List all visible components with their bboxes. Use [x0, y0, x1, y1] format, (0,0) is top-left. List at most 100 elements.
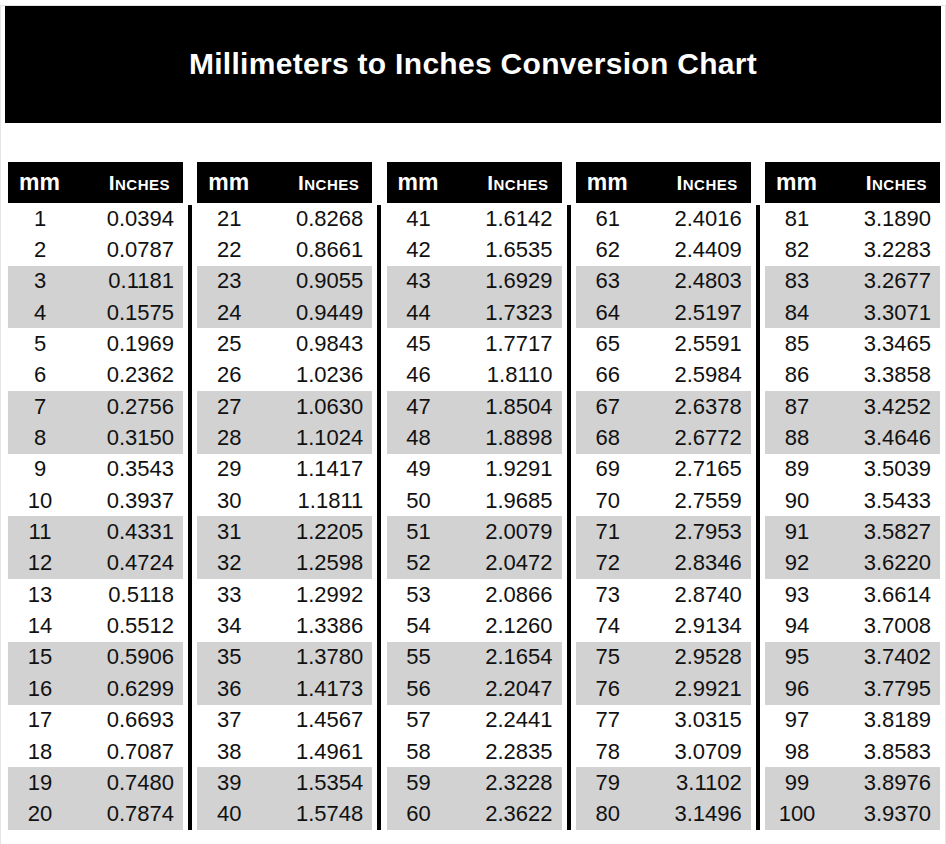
inches-value: 1.4567: [261, 707, 372, 733]
table-row: 56 2.2047: [387, 673, 562, 704]
table-row: 73 2.8740: [576, 579, 751, 610]
table-row: 47 1.8504: [387, 391, 562, 422]
table-row: 49 1.9291: [387, 454, 562, 485]
mm-value: 44: [387, 300, 451, 326]
mm-value: 50: [387, 488, 451, 514]
table-row: 87 3.4252: [765, 391, 940, 422]
mm-value: 97: [765, 707, 829, 733]
inches-column-header: Inches: [487, 171, 561, 195]
table-row: 50 1.9685: [387, 485, 562, 516]
inches-value: 0.9449: [261, 300, 372, 326]
table-row: 26 1.0236: [197, 360, 372, 391]
mm-value: 58: [387, 739, 451, 765]
mm-value: 77: [576, 707, 640, 733]
table-row: 60 2.3622: [387, 799, 562, 830]
mm-value: 12: [8, 550, 72, 576]
inches-column-header: Inches: [676, 171, 750, 195]
table-row: 12 0.4724: [8, 548, 183, 579]
inches-value: 2.5984: [640, 362, 751, 388]
inches-value: 0.8661: [261, 237, 372, 263]
mm-value: 52: [387, 550, 451, 576]
inches-value: 1.5354: [261, 770, 372, 796]
table-row: 97 3.8189: [765, 705, 940, 736]
inches-value: 2.0472: [451, 550, 562, 576]
inches-value: 1.4173: [261, 676, 372, 702]
mm-value: 84: [765, 300, 829, 326]
mm-value: 29: [197, 456, 261, 482]
table-header: mm Inches: [576, 162, 751, 203]
inches-value: 2.8346: [640, 550, 751, 576]
table-row: 63 2.4803: [576, 266, 751, 297]
inches-value: 1.6142: [451, 206, 562, 232]
table-body: 1 0.0394 2 0.0787 3 0.1181 4 0.1575 5 0.…: [8, 203, 183, 830]
table-row: 38 1.4961: [197, 736, 372, 767]
table-row: 23 0.9055: [197, 266, 372, 297]
mm-value: 4: [8, 300, 72, 326]
table-row: 29 1.1417: [197, 454, 372, 485]
mm-value: 87: [765, 394, 829, 420]
table-row: 22 0.8661: [197, 234, 372, 265]
inches-value: 3.3858: [829, 362, 940, 388]
mm-value: 43: [387, 268, 451, 294]
mm-value: 96: [765, 676, 829, 702]
inches-value: 0.2362: [72, 362, 183, 388]
table-divider: [188, 205, 192, 830]
inches-value: 0.5512: [72, 613, 183, 639]
conversion-table: mm Inches 21 0.8268 22 0.8661 23 0.9055 …: [197, 162, 372, 830]
table-row: 42 1.6535: [387, 234, 562, 265]
inches-value: 3.2677: [829, 268, 940, 294]
mm-value: 74: [576, 613, 640, 639]
inches-value: 0.7480: [72, 770, 183, 796]
mm-value: 42: [387, 237, 451, 263]
table-row: 93 3.6614: [765, 579, 940, 610]
table-header: mm Inches: [387, 162, 562, 203]
table-row: 35 1.3780: [197, 642, 372, 673]
mm-value: 68: [576, 425, 640, 451]
table-row: 25 0.9843: [197, 328, 372, 359]
inches-value: 0.5118: [72, 582, 183, 608]
mm-value: 28: [197, 425, 261, 451]
inches-value: 0.0787: [72, 237, 183, 263]
table-row: 54 2.1260: [387, 610, 562, 641]
inches-value: 0.3543: [72, 456, 183, 482]
mm-value: 65: [576, 331, 640, 357]
table-row: 2 0.0787: [8, 234, 183, 265]
table-row: 94 3.7008: [765, 610, 940, 641]
inches-value: 3.8189: [829, 707, 940, 733]
table-gap: [751, 162, 765, 830]
inches-value: 2.8740: [640, 582, 751, 608]
mm-value: 78: [576, 739, 640, 765]
inches-value: 2.9528: [640, 644, 751, 670]
table-row: 37 1.4567: [197, 705, 372, 736]
tables-container: mm Inches 1 0.0394 2 0.0787 3 0.1181 4 0…: [8, 162, 940, 830]
table-row: 84 3.3071: [765, 297, 940, 328]
mm-value: 60: [387, 801, 451, 827]
inches-value: 1.9685: [451, 488, 562, 514]
mm-value: 16: [8, 676, 72, 702]
inches-value: 1.0630: [261, 394, 372, 420]
table-row: 40 1.5748: [197, 799, 372, 830]
mm-value: 61: [576, 206, 640, 232]
inches-value: 1.3780: [261, 644, 372, 670]
table-row: 55 2.1654: [387, 642, 562, 673]
mm-value: 14: [8, 613, 72, 639]
table-row: 67 2.6378: [576, 391, 751, 422]
inches-value: 0.9055: [261, 268, 372, 294]
mm-value: 8: [8, 425, 72, 451]
mm-value: 53: [387, 582, 451, 608]
table-row: 91 3.5827: [765, 516, 940, 547]
inches-value: 3.6220: [829, 550, 940, 576]
mm-value: 41: [387, 206, 451, 232]
table-row: 31 1.2205: [197, 516, 372, 547]
table-row: 46 1.8110: [387, 360, 562, 391]
mm-value: 95: [765, 644, 829, 670]
mm-value: 17: [8, 707, 72, 733]
mm-value: 49: [387, 456, 451, 482]
mm-column-header: mm: [576, 169, 628, 196]
mm-value: 1: [8, 206, 72, 232]
table-row: 10 0.3937: [8, 485, 183, 516]
mm-value: 62: [576, 237, 640, 263]
table-row: 98 3.8583: [765, 736, 940, 767]
mm-value: 100: [765, 801, 829, 827]
table-row: 59 2.3228: [387, 767, 562, 798]
